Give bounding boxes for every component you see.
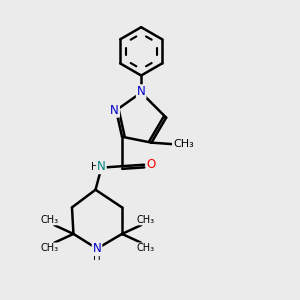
Text: CH₃: CH₃ bbox=[136, 215, 154, 225]
Text: O: O bbox=[147, 158, 156, 171]
Text: H: H bbox=[93, 253, 101, 262]
Text: N: N bbox=[137, 85, 146, 98]
Text: CH₃: CH₃ bbox=[173, 139, 194, 149]
Text: N: N bbox=[93, 242, 101, 255]
Text: N: N bbox=[110, 104, 119, 117]
Text: CH₃: CH₃ bbox=[41, 243, 59, 253]
Text: CH₃: CH₃ bbox=[136, 243, 154, 253]
Text: CH₃: CH₃ bbox=[41, 215, 59, 225]
Text: H: H bbox=[91, 162, 99, 172]
Text: N: N bbox=[97, 160, 106, 173]
